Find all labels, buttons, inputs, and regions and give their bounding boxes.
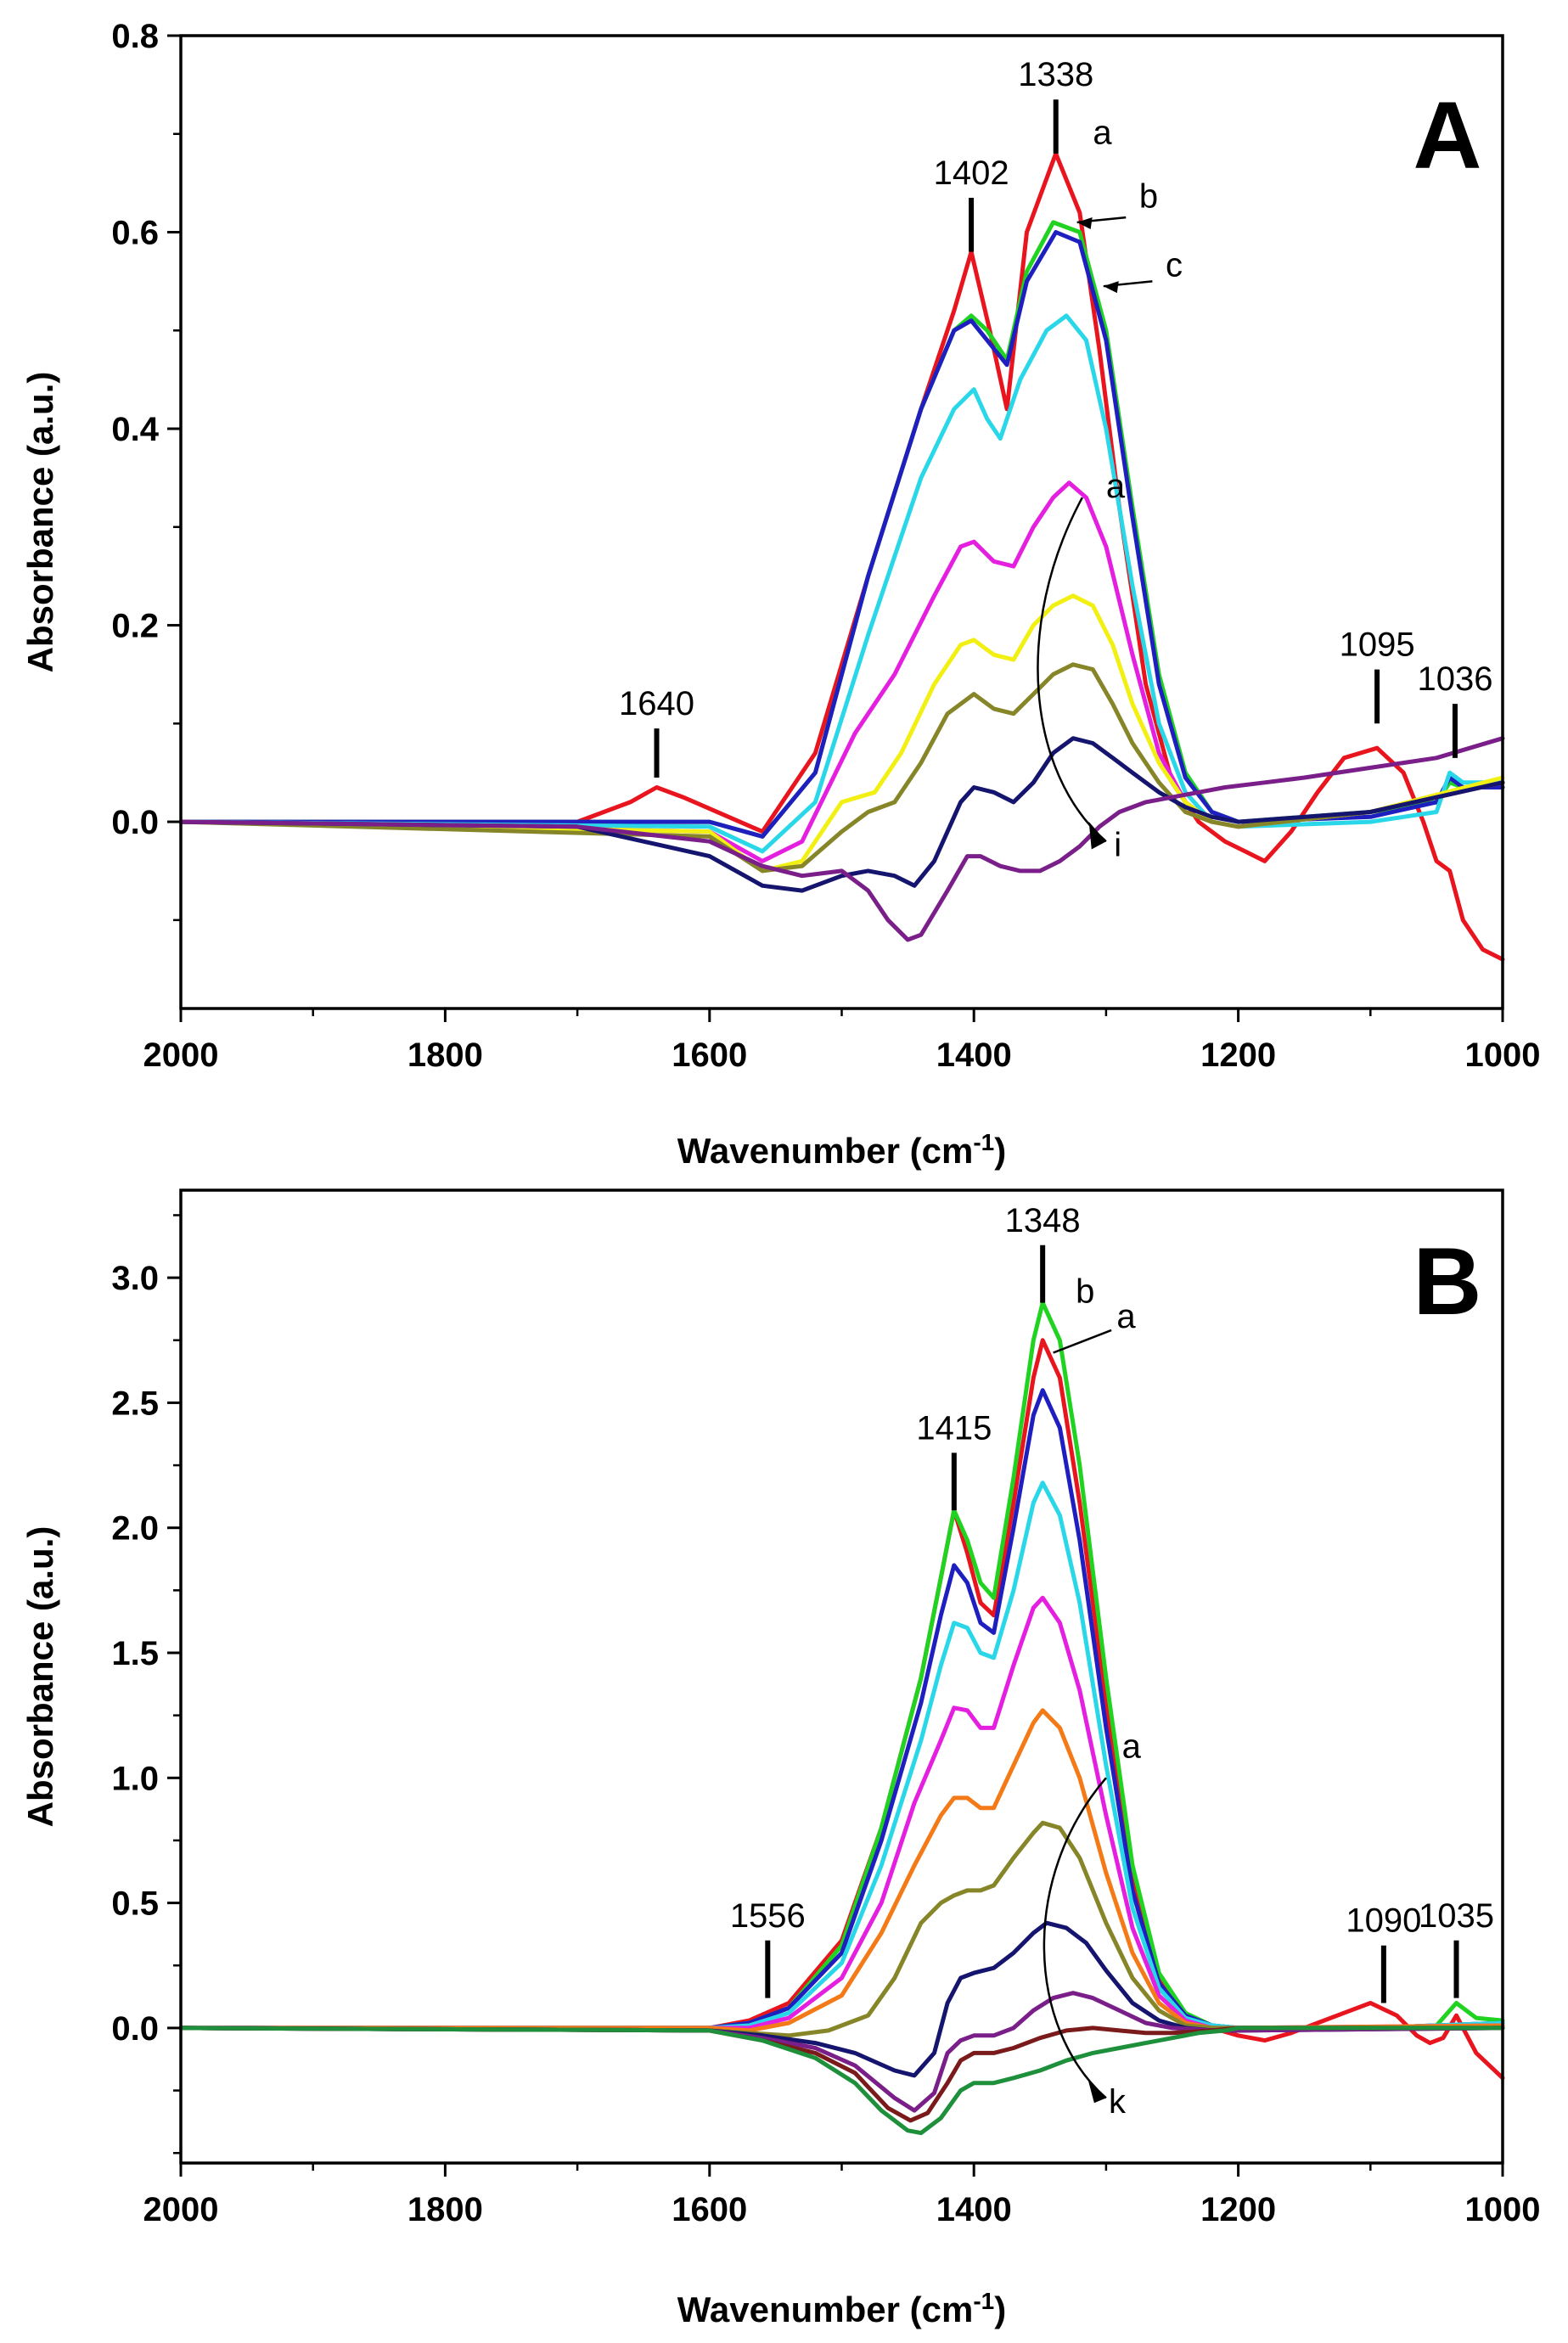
- panel-b: 2000 1800 1600 1400 1200 1000 0.0 0.5 1.0 1.5 2.0 2…: [20, 1188, 1541, 2330]
- panel-b-series: [178, 1301, 1505, 2136]
- panel-b-y-tick-label: 0.0: [111, 2010, 159, 2048]
- panel-b-y-tick-label: 1.0: [111, 1760, 159, 1797]
- panel-b-letter: B: [1413, 1228, 1482, 1334]
- panel-b-series-10: [178, 2026, 1505, 2136]
- panel-a-series-5: [178, 593, 1505, 874]
- panel-a-peak-label: 1338: [1018, 56, 1093, 93]
- panel-a-series-8: [178, 736, 1505, 942]
- panel-b-y-tick-label: 2.5: [111, 1385, 159, 1422]
- panel-b-x-axis-title-main: Wavenumber (cm: [677, 2290, 974, 2329]
- panel-b-series-9: [178, 2026, 1505, 2123]
- panel-b-y-tick-label: 3.0: [111, 1260, 159, 1297]
- panel-a-trend-arrowhead: [1088, 822, 1106, 850]
- panel-a-y-tick-label: 0.0: [111, 804, 159, 841]
- panel-a-x-tick-label: 1600: [672, 1037, 747, 1074]
- panel-b-pointer-line: [1053, 1329, 1112, 1354]
- panel-b-x-axis-title-end: ): [994, 2290, 1006, 2329]
- panel-b-y-tick-label: 2.0: [111, 1510, 159, 1548]
- panel-b-series-4: [178, 1595, 1505, 2031]
- panel-a-peak-label: 1640: [619, 685, 694, 722]
- panel-a-y-tick-label: 0.6: [111, 215, 159, 252]
- panel-a-series-2: [178, 230, 1505, 839]
- panel-b-x-tick-label: 1800: [407, 2191, 483, 2228]
- panel-b-x-tick-label: 1200: [1200, 2191, 1276, 2228]
- panel-a-x-axis-title-end: ): [994, 1131, 1006, 1171]
- panel-a-peak-label: 1095: [1340, 626, 1415, 664]
- panel-b-series-0: [178, 1338, 1505, 2081]
- panel-a-series-6: [178, 662, 1505, 874]
- panel-b-peak-label: 1035: [1419, 1897, 1494, 1935]
- panel-a-y-tick-label: 0.2: [111, 608, 159, 645]
- panel-b-x-axis-title: Wavenumber (cm-1): [677, 2288, 1006, 2330]
- panel-b-series-8: [178, 1991, 1505, 2113]
- panel-a-series-7: [178, 736, 1505, 893]
- panel-a-x-axis-title-main: Wavenumber (cm: [677, 1131, 974, 1171]
- panel-a: 2000 1800 1600 1400 1200 10000.00.20.40.60.8 …: [20, 18, 1540, 1171]
- panel-a-x-tick-label: 2000: [143, 1037, 219, 1074]
- panel-b-series-1: [178, 1301, 1505, 2031]
- panel-a-pointer-head: [1076, 216, 1093, 229]
- panel-a-x-axis-title-sup: -1: [973, 1129, 994, 1155]
- panel-b-peak-label: 1090: [1346, 1902, 1421, 1940]
- panel-a-x-tick-label: 1400: [936, 1037, 1012, 1074]
- panel-a-curve-label: c: [1166, 247, 1183, 284]
- panel-b-y-tick-label: 1.5: [111, 1635, 159, 1672]
- panel-b-curve-label: a: [1116, 1298, 1136, 1335]
- panel-a-y-axis-title: Absorbance (a.u.): [20, 372, 60, 673]
- panel-b-ticks: 2000 1800 1600 1400 1200 1000 0.0 0.5 1.0 1.5 2.0 2…: [111, 1214, 1541, 2228]
- panel-b-y-tick-label: 0.5: [111, 1885, 159, 1923]
- panel-a-y-tick-label: 0.4: [111, 411, 159, 448]
- panel-a-letter: A: [1413, 82, 1482, 188]
- panel-a-curve-label: a: [1106, 468, 1126, 505]
- panel-b-series-5: [178, 1708, 1505, 2033]
- panel-a-x-tick-label: 1800: [407, 1037, 483, 1074]
- panel-a-series-0: [178, 151, 1505, 962]
- panel-a-x-tick-label: 1000: [1465, 1037, 1541, 1074]
- panel-a-series-1: [178, 220, 1505, 839]
- panel-b-x-tick-label: 1000: [1465, 2191, 1541, 2228]
- panel-b-x-tick-label: 1400: [936, 2191, 1012, 2228]
- panel-b-y-axis-title: Absorbance (a.u.): [20, 1526, 60, 1828]
- panel-b-curve-label: k: [1109, 2083, 1127, 2121]
- panel-b-x-tick-label: 2000: [143, 2191, 219, 2228]
- panel-b-curve-label: a: [1122, 1728, 1142, 1766]
- panel-b-peak-label: 1556: [730, 1897, 806, 1935]
- panel-a-curve-label: a: [1093, 114, 1112, 151]
- panel-b-series-7: [178, 1920, 1505, 2078]
- panel-a-peak-label: 1036: [1417, 660, 1492, 698]
- panel-a-series-3: [178, 313, 1505, 854]
- panel-a-peak-label: 1402: [934, 155, 1009, 192]
- panel-a-ticks: 2000 1800 1600 1400 1200 1000 0.0 0.2 0.4 0.6 0.8: [111, 18, 1540, 1074]
- panel-a-trend-arrow: [1037, 497, 1107, 843]
- panel-b-x-axis-title-sup: -1: [973, 2288, 994, 2314]
- panel-b-trend-arrow: [1043, 1777, 1107, 2099]
- panel-a-plot-frame: [179, 34, 1504, 1010]
- panel-a-series: [178, 151, 1505, 962]
- panel-b-series-6: [178, 1820, 1505, 2038]
- panel-a-y-tick-label: 0.8: [111, 18, 159, 55]
- panel-a-x-tick-label: 1200: [1200, 1037, 1276, 1074]
- panel-b-series-2: [178, 1388, 1505, 2031]
- panel-b-peak-label: 1348: [1005, 1202, 1081, 1239]
- panel-a-pointer-head: [1103, 281, 1119, 294]
- panel-a-x-axis-title: Wavenumber (cm-1): [677, 1129, 1006, 1172]
- panel-b-peak-label: 1415: [916, 1409, 992, 1447]
- panel-b-curve-label: b: [1076, 1273, 1094, 1311]
- panel-b-plot-frame: [179, 1188, 1504, 2165]
- panel-a-curve-label: b: [1139, 178, 1158, 216]
- panel-b-trend-arrowhead: [1087, 2077, 1106, 2104]
- panel-a-curve-label: i: [1114, 827, 1121, 864]
- panel-b-x-tick-label: 1600: [672, 2191, 747, 2228]
